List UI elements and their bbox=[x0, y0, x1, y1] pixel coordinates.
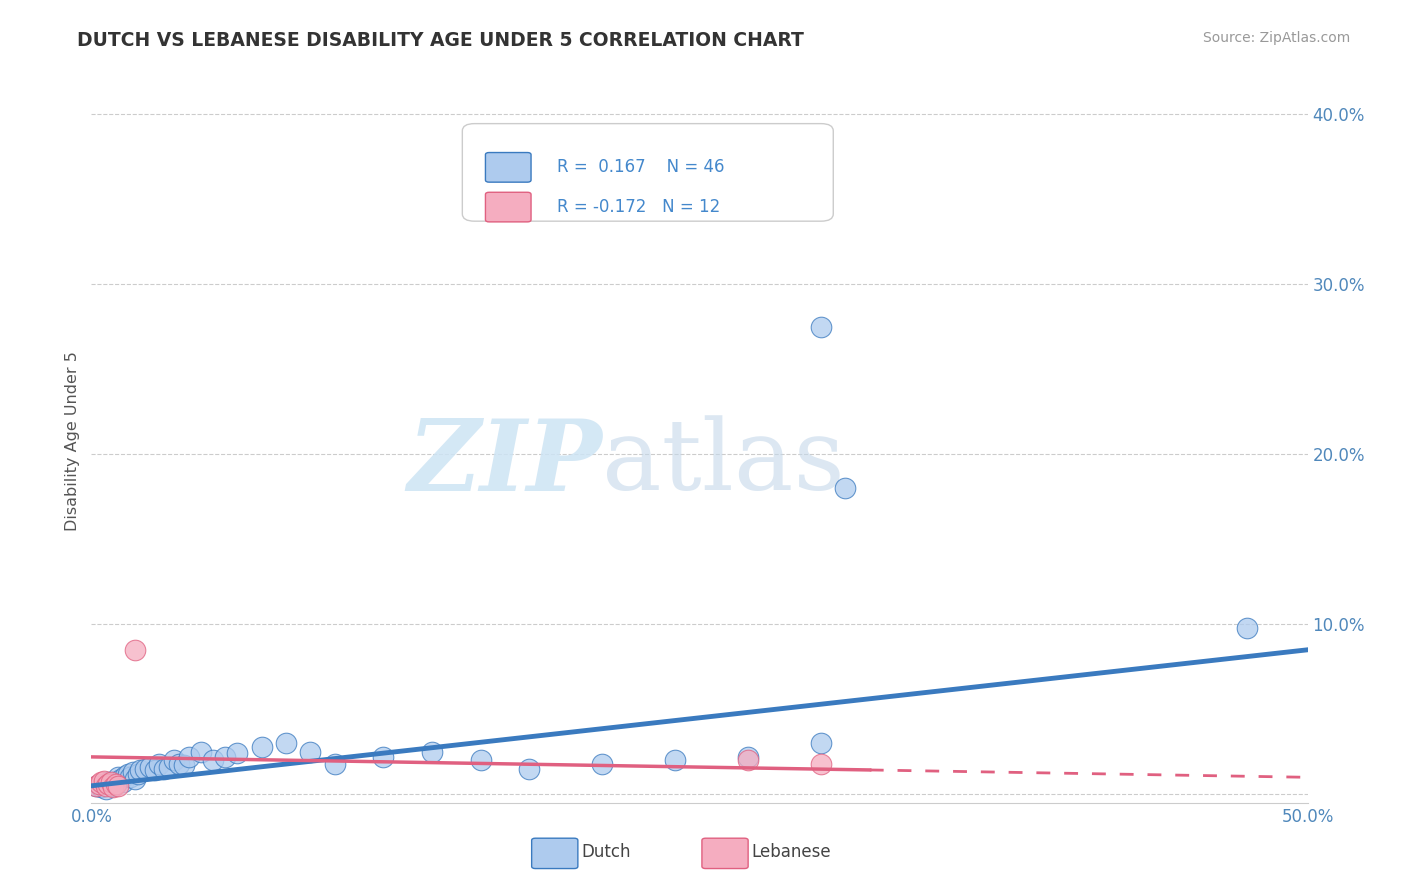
Point bbox=[127, 767, 149, 781]
Point bbox=[129, 764, 152, 778]
Y-axis label: Disability Age Under 5: Disability Age Under 5 bbox=[65, 351, 80, 532]
Text: atlas: atlas bbox=[602, 416, 845, 511]
Point bbox=[104, 773, 127, 788]
Point bbox=[373, 750, 395, 764]
Point bbox=[177, 750, 200, 764]
Point bbox=[90, 775, 112, 789]
Point bbox=[323, 756, 346, 771]
Point bbox=[299, 745, 322, 759]
Point bbox=[470, 753, 492, 767]
Point bbox=[143, 764, 166, 778]
Point bbox=[1236, 621, 1258, 635]
Point bbox=[190, 745, 212, 759]
Text: R =  0.167    N = 46: R = 0.167 N = 46 bbox=[557, 159, 724, 177]
Point bbox=[173, 758, 195, 772]
Point bbox=[134, 762, 156, 776]
Point bbox=[167, 756, 190, 771]
Point bbox=[148, 756, 170, 771]
Text: Lebanese: Lebanese bbox=[752, 843, 831, 861]
FancyBboxPatch shape bbox=[485, 193, 531, 222]
Point bbox=[139, 760, 162, 774]
Point bbox=[97, 777, 120, 791]
Point bbox=[226, 747, 249, 761]
Point bbox=[100, 775, 122, 789]
Point bbox=[737, 753, 759, 767]
Text: DUTCH VS LEBANESE DISABILITY AGE UNDER 5 CORRELATION CHART: DUTCH VS LEBANESE DISABILITY AGE UNDER 5… bbox=[77, 31, 804, 50]
FancyBboxPatch shape bbox=[463, 124, 834, 221]
Text: ZIP: ZIP bbox=[408, 415, 602, 511]
FancyBboxPatch shape bbox=[485, 153, 531, 182]
Text: R = -0.172   N = 12: R = -0.172 N = 12 bbox=[557, 198, 720, 216]
Point bbox=[103, 780, 125, 795]
Point bbox=[84, 779, 107, 793]
Point bbox=[100, 777, 122, 791]
Point bbox=[810, 319, 832, 334]
Point bbox=[87, 777, 110, 791]
Point bbox=[84, 779, 107, 793]
Point bbox=[810, 756, 832, 771]
Point bbox=[121, 765, 143, 780]
Point bbox=[153, 762, 176, 776]
Point bbox=[517, 762, 540, 776]
Point bbox=[111, 775, 134, 789]
Point bbox=[124, 772, 146, 786]
Point bbox=[124, 642, 146, 657]
FancyBboxPatch shape bbox=[531, 838, 578, 869]
Point bbox=[93, 773, 115, 788]
Point bbox=[664, 753, 686, 767]
FancyBboxPatch shape bbox=[702, 838, 748, 869]
Point bbox=[250, 739, 273, 754]
Point bbox=[157, 760, 180, 774]
Point bbox=[737, 750, 759, 764]
Point bbox=[420, 745, 443, 759]
Text: Source: ZipAtlas.com: Source: ZipAtlas.com bbox=[1202, 31, 1350, 45]
Point bbox=[810, 736, 832, 750]
Point bbox=[107, 770, 129, 784]
Point bbox=[214, 750, 236, 764]
Point bbox=[274, 736, 297, 750]
Point bbox=[90, 780, 112, 795]
Point bbox=[110, 772, 132, 786]
Point bbox=[114, 769, 136, 783]
Point bbox=[103, 779, 125, 793]
Point bbox=[94, 782, 117, 797]
Point bbox=[834, 481, 856, 495]
Point bbox=[202, 753, 225, 767]
Point bbox=[163, 753, 186, 767]
Text: Dutch: Dutch bbox=[582, 843, 631, 861]
Point bbox=[117, 767, 139, 781]
Point bbox=[591, 756, 613, 771]
Point bbox=[120, 770, 142, 784]
Point bbox=[94, 779, 117, 793]
Point bbox=[104, 777, 127, 791]
Point bbox=[97, 775, 120, 789]
Point bbox=[107, 779, 129, 793]
